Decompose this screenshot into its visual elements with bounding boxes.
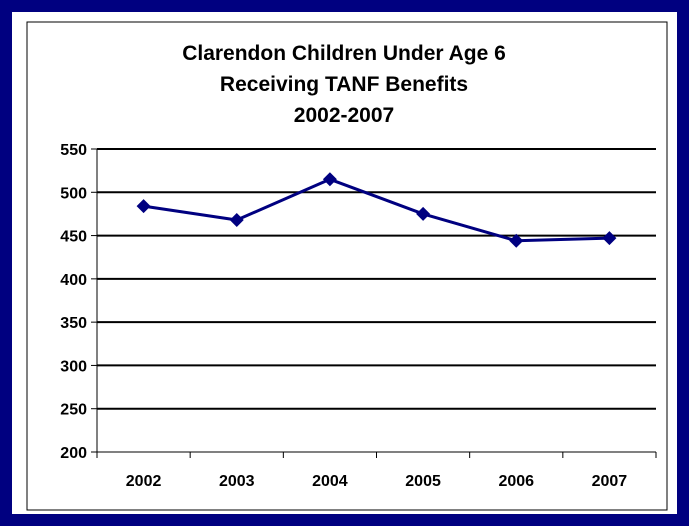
series-layer [136, 172, 617, 248]
x-tick-label-2006: 2006 [498, 473, 534, 490]
chart-title-line-1: Clarendon Children Under Age 6 [182, 42, 506, 65]
y-tick-label-400: 400 [60, 272, 87, 289]
y-tick-label-300: 300 [60, 358, 87, 375]
y-tick-label-550: 550 [60, 142, 87, 159]
y-tick-label-350: 350 [60, 315, 87, 332]
data-point-2004 [322, 172, 337, 187]
y-axis: 200 250 300 350 400 450 500 550 [60, 142, 98, 462]
x-tick-label-2005: 2005 [405, 473, 441, 490]
y-tick-label-200: 200 [60, 445, 87, 462]
data-point-2006 [509, 233, 524, 248]
y-tick-label-250: 250 [60, 402, 87, 419]
data-point-2007 [602, 231, 617, 246]
x-tick-label-2003: 2003 [219, 473, 255, 490]
data-point-2005 [416, 206, 431, 221]
y-tick-label-500: 500 [60, 185, 87, 202]
y-tick-label-450: 450 [60, 229, 87, 246]
series-line-0 [143, 177, 610, 243]
data-point-2003 [229, 212, 244, 227]
data-point-2002 [136, 199, 151, 214]
chart-title-line-3: 2002-2007 [294, 104, 394, 127]
x-tick-label-2002: 2002 [126, 473, 162, 490]
chart-inner-border [26, 21, 668, 511]
x-tick-label-2004: 2004 [312, 473, 348, 490]
x-axis: 2002 2003 2004 2005 2006 2007 [96, 451, 657, 490]
chart-title-line-2: Receiving TANF Benefits [220, 73, 468, 96]
gridlines [97, 148, 656, 410]
x-tick-label-2007: 2007 [592, 473, 628, 490]
